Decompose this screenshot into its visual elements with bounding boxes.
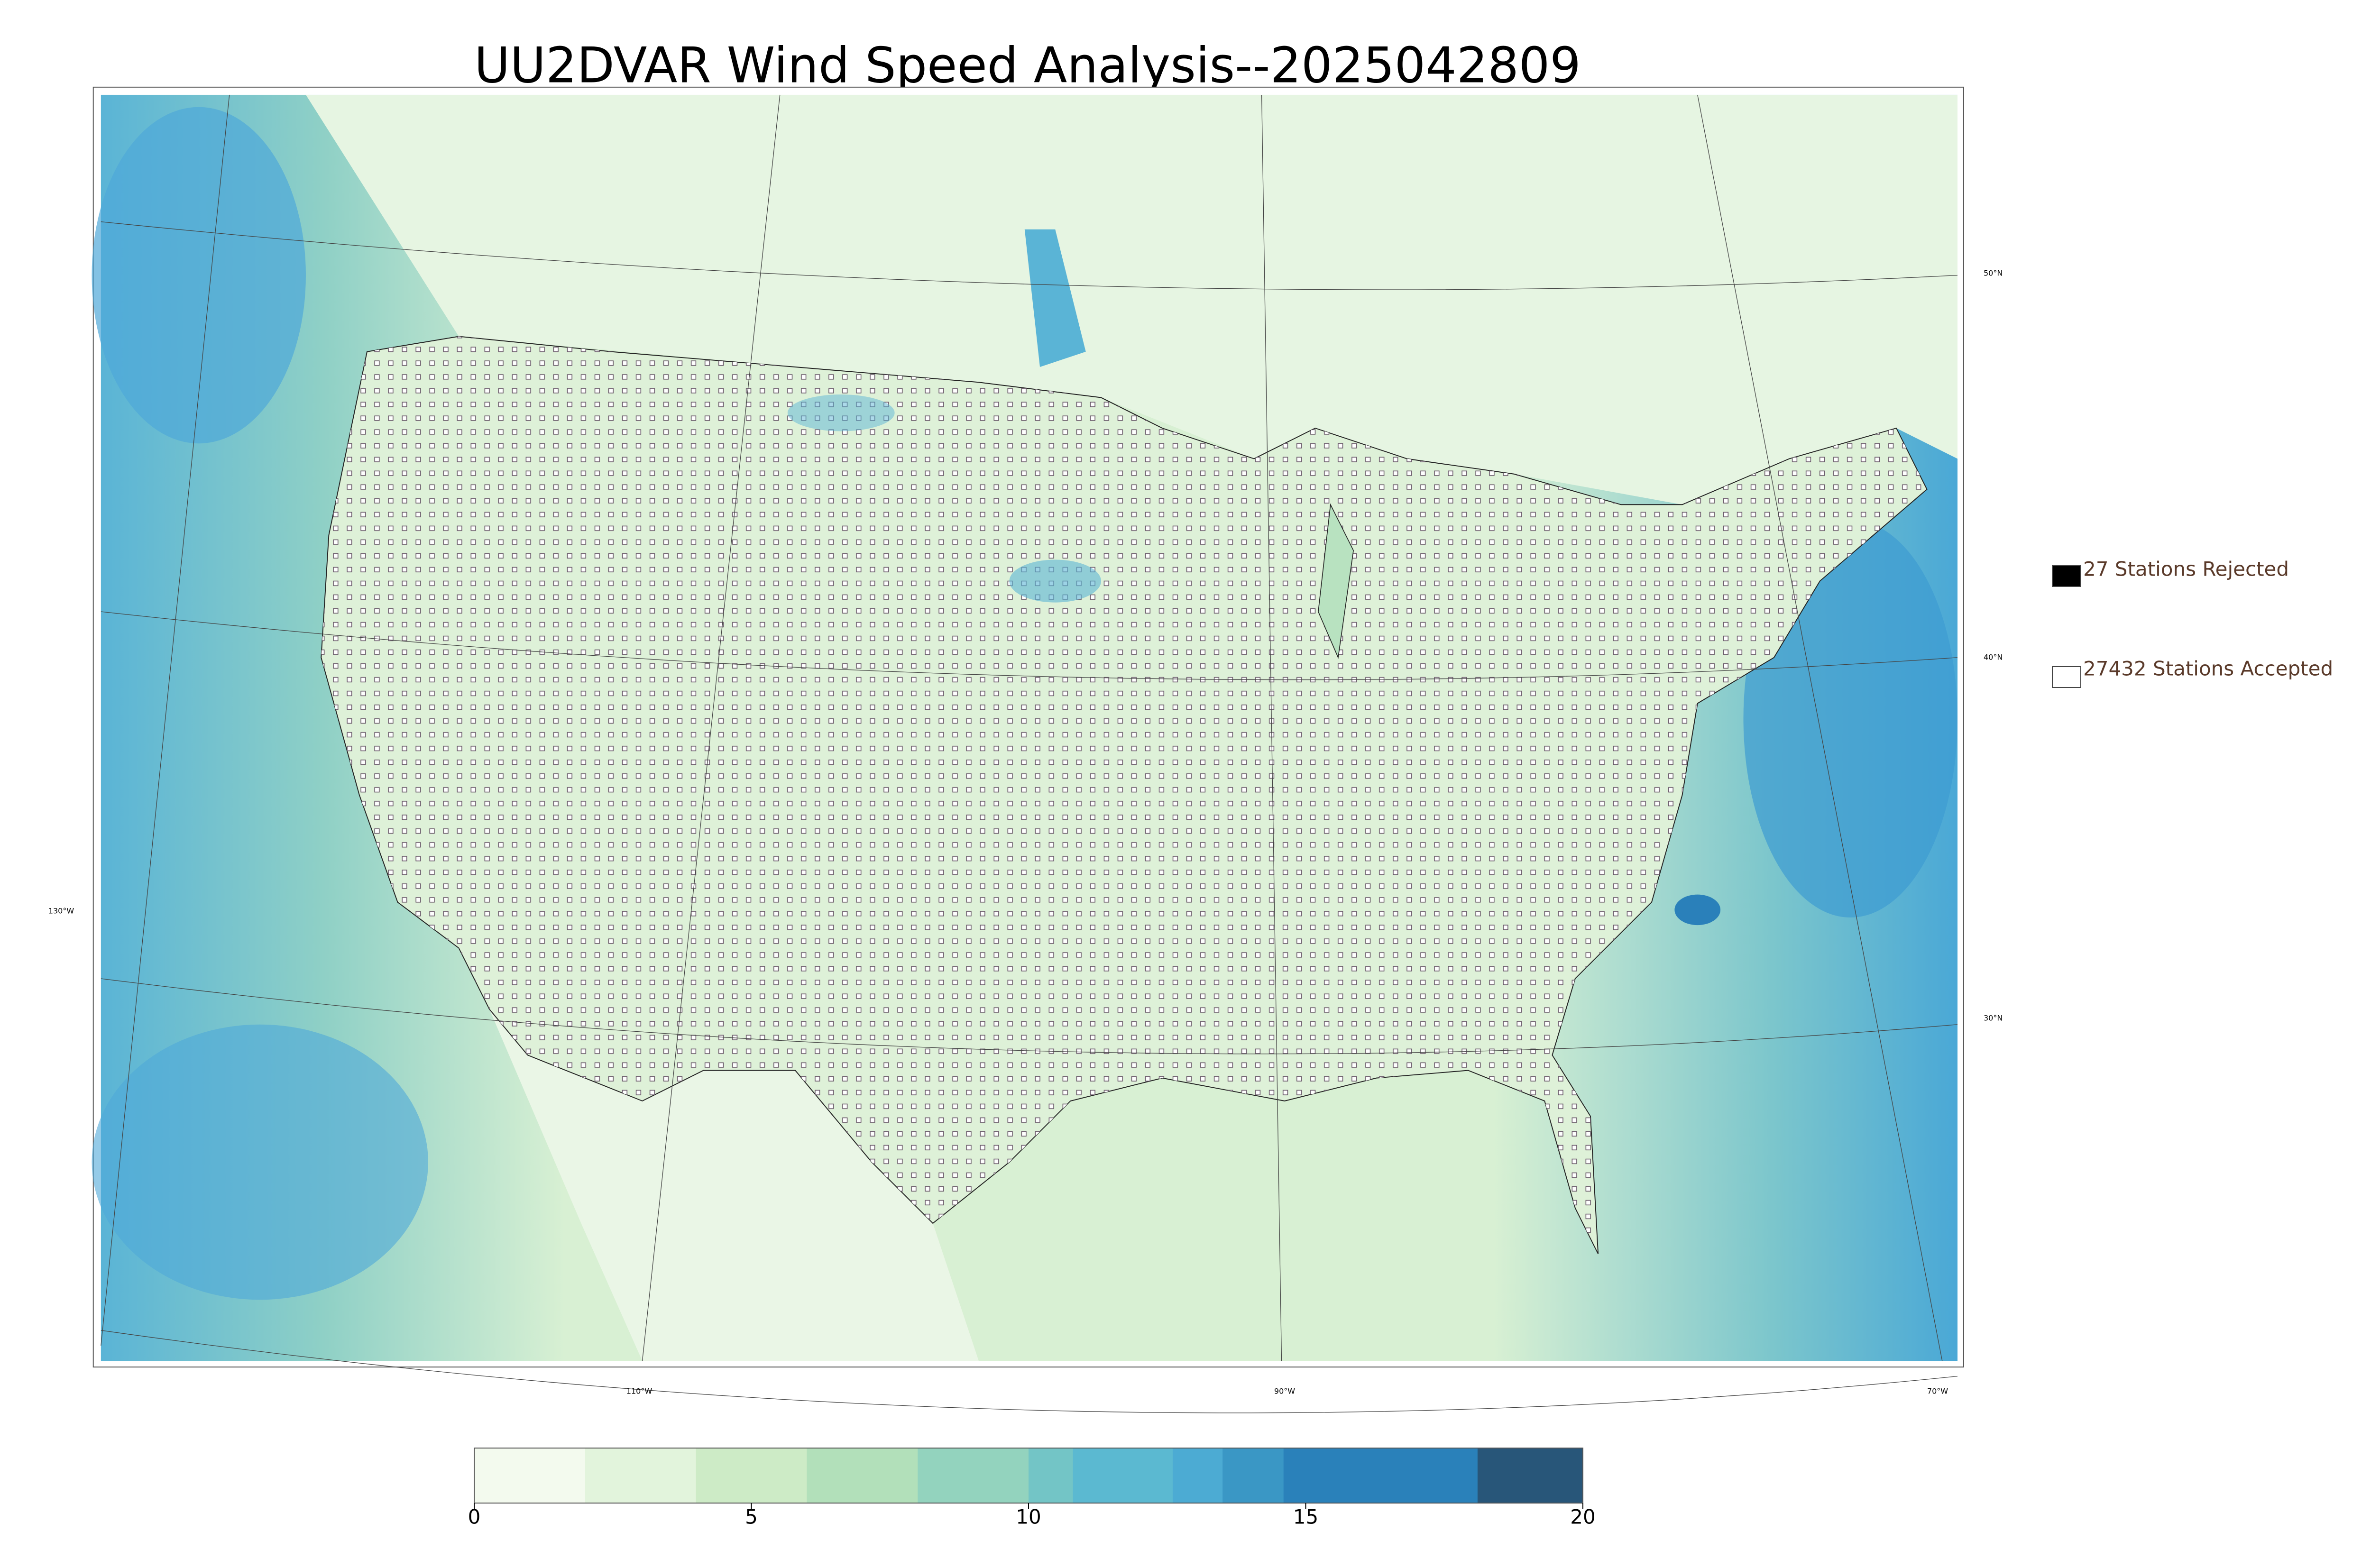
- lat-label: 50°N: [1984, 269, 2003, 278]
- legend-rejected-swatch: [2052, 565, 2081, 587]
- colorbar-segment: [1222, 1448, 1284, 1503]
- lat-label: 30°N: [1984, 1014, 2003, 1023]
- colorbar-segment: [474, 1448, 586, 1503]
- colorbar-tick-label: 5: [745, 1505, 758, 1529]
- colorbar-segment: [807, 1448, 918, 1503]
- colorbar-segment: [1029, 1448, 1074, 1503]
- colorbar-tick-label: 10: [1016, 1505, 1041, 1529]
- map-title: UU2DVAR Wind Speed Analysis--2025042809: [474, 37, 1581, 94]
- lat-label: 40°N: [1984, 653, 2003, 662]
- legend-label: 27432 Stations Accepted: [2083, 657, 2333, 680]
- colorbar-segment: [1172, 1448, 1223, 1503]
- colorbar-segment: [918, 1448, 1029, 1503]
- colorbar-segment: [585, 1448, 697, 1503]
- colorbar-segment: [696, 1448, 807, 1503]
- legend-accepted-swatch: [2052, 666, 2081, 688]
- lon-label: 90°W: [1274, 1387, 1295, 1396]
- lon-label: 70°W: [1927, 1387, 1948, 1396]
- legend-label: 27 Stations Rejected: [2083, 558, 2289, 581]
- colorbar-segment: [1073, 1448, 1173, 1503]
- colorbar-tick-label: 15: [1293, 1505, 1318, 1529]
- colorbar-segment: [1283, 1448, 1478, 1503]
- colorbar: 0 5 10 15 20: [468, 1448, 1596, 1529]
- colorbar-tick-label: 20: [1570, 1505, 1595, 1529]
- lon-label: 110°W: [626, 1387, 652, 1396]
- map-area: [92, 86, 1964, 1413]
- colorbar-tick-label: 0: [468, 1505, 481, 1529]
- lon-label: 130°W: [48, 907, 74, 916]
- colorbar-segment: [1477, 1448, 1583, 1503]
